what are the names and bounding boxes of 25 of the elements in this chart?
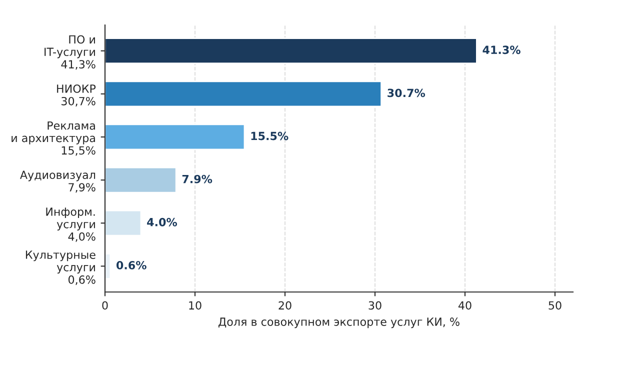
bar (105, 124, 246, 150)
y-tick-label: ПО и IT-услуги 41,3% (44, 35, 96, 70)
x-tick-label: 30 (368, 301, 382, 310)
data-label: 30.7% (388, 88, 426, 98)
x-tick-label: 10 (189, 301, 202, 310)
data-label: 41.3% (482, 46, 520, 54)
x-tick-label: 20 (278, 301, 292, 310)
bar (105, 210, 142, 236)
bar (105, 252, 112, 280)
y-tick-label: Реклама и архитектура 15,5% (12, 121, 96, 156)
data-label: 15.5% (251, 132, 288, 140)
y-tick-label: Информ. услуги 4,0% (46, 208, 96, 242)
x-tick-label: 50 (548, 301, 562, 310)
y-tick-label: НИОКР 30,7% (57, 84, 96, 106)
bar (105, 38, 478, 64)
bar (105, 80, 382, 108)
data-label: 0.6% (116, 260, 146, 270)
y-tick-label: Культурные услуги 0,6% (26, 250, 96, 285)
bar (105, 166, 177, 194)
data-label: 7.9% (182, 174, 212, 184)
x-tick-label: 40 (458, 301, 472, 310)
y-tick-label: Аудиовизуал 7,9% (20, 170, 96, 193)
data-label: 4.0% (147, 218, 178, 226)
x-tick-label: 0 (102, 301, 108, 310)
x-axis-title: Доля в совокупном экспорте услуг КИ, % (218, 318, 460, 328)
